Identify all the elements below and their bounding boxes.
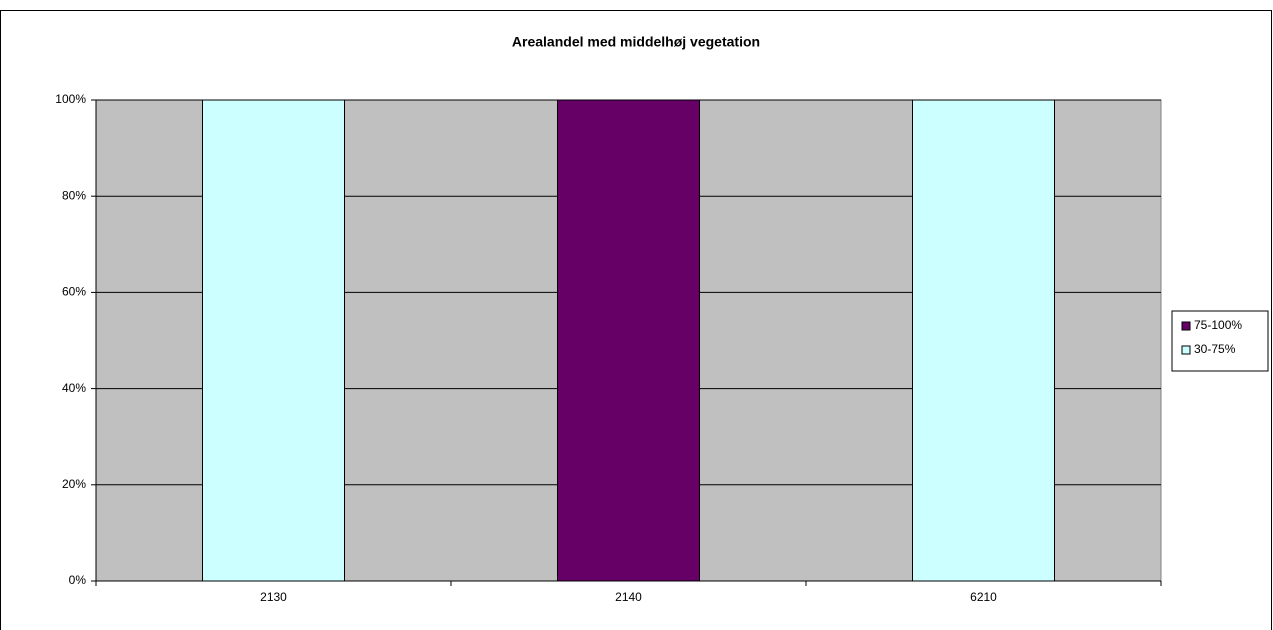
y-tick-label: 80% <box>62 188 86 202</box>
chart-title: Arealandel med middelhøj vegetation <box>512 34 760 50</box>
legend-label: 75-100% <box>1194 318 1242 332</box>
legend-box <box>1171 310 1269 372</box>
x-tick-label: 6210 <box>970 590 997 604</box>
y-tick-label: 0% <box>69 573 87 587</box>
y-tick-label: 100% <box>55 92 86 106</box>
legend-swatch <box>1181 345 1191 355</box>
bar-segment <box>557 99 700 582</box>
x-tick-label: 2130 <box>260 590 287 604</box>
y-tick-label: 20% <box>62 477 86 491</box>
bar-segment <box>912 99 1055 582</box>
y-tick-label: 60% <box>62 285 86 299</box>
legend-swatch <box>1181 321 1191 331</box>
x-tick-label: 2140 <box>615 590 642 604</box>
y-tick-label: 40% <box>62 381 86 395</box>
bar-segment <box>202 99 345 582</box>
legend-label: 30-75% <box>1194 342 1236 356</box>
